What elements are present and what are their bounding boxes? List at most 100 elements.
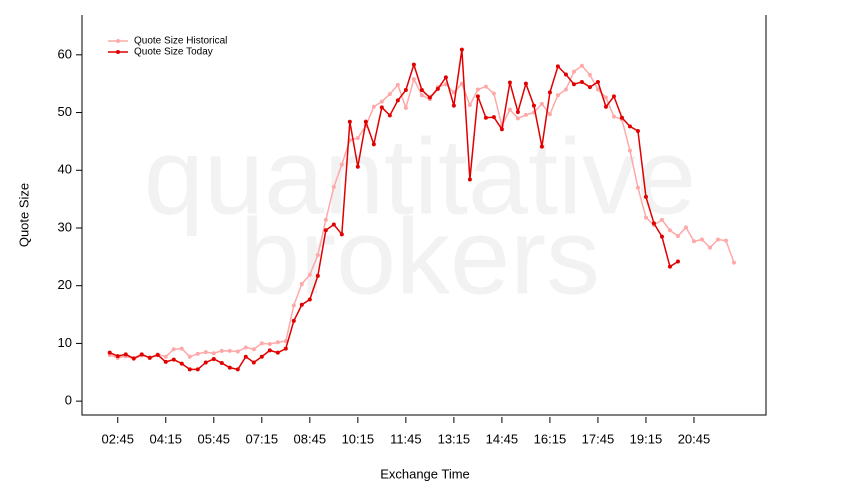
point bbox=[499, 127, 504, 132]
point bbox=[123, 352, 128, 357]
point bbox=[683, 225, 688, 230]
point bbox=[395, 82, 400, 87]
point bbox=[171, 357, 176, 362]
point bbox=[587, 85, 592, 90]
point bbox=[227, 348, 232, 353]
point bbox=[131, 356, 136, 361]
y-tick-label: 10 bbox=[58, 335, 72, 350]
point bbox=[563, 72, 568, 77]
point bbox=[515, 109, 520, 114]
point bbox=[419, 88, 424, 93]
point bbox=[251, 347, 256, 352]
point bbox=[579, 63, 584, 68]
point bbox=[715, 237, 720, 242]
point bbox=[363, 119, 368, 124]
point bbox=[259, 341, 264, 346]
x-tick-label: 11:45 bbox=[390, 431, 422, 446]
x-tick-label: 20:45 bbox=[678, 431, 711, 446]
point bbox=[619, 115, 624, 120]
point bbox=[651, 221, 656, 226]
point bbox=[451, 103, 456, 108]
x-axis-label: Exchange Time bbox=[380, 466, 470, 481]
point bbox=[243, 354, 248, 359]
y-tick-label: 50 bbox=[58, 104, 72, 119]
point bbox=[483, 84, 488, 89]
point bbox=[371, 104, 376, 109]
point bbox=[323, 217, 328, 222]
y-axis-label: Quote Size bbox=[16, 183, 31, 247]
point bbox=[235, 367, 240, 372]
point bbox=[323, 228, 328, 233]
point bbox=[291, 318, 296, 323]
point bbox=[195, 367, 200, 372]
x-tick-label: 17:45 bbox=[582, 431, 615, 446]
x-tick-label: 19:15 bbox=[630, 431, 663, 446]
x-tick-label: 16:15 bbox=[534, 431, 567, 446]
x-tick-label: 02:45 bbox=[101, 431, 134, 446]
watermark: quantitative bbox=[144, 116, 696, 237]
point bbox=[443, 75, 448, 80]
point bbox=[307, 272, 312, 277]
point bbox=[515, 116, 520, 121]
point bbox=[347, 119, 352, 124]
point bbox=[595, 79, 600, 84]
point bbox=[115, 354, 120, 359]
point bbox=[195, 351, 200, 356]
point bbox=[635, 129, 640, 134]
legend-marker bbox=[116, 50, 120, 54]
point bbox=[315, 273, 320, 278]
point bbox=[603, 95, 608, 100]
watermark: brokers bbox=[240, 196, 600, 317]
point bbox=[275, 350, 280, 355]
point bbox=[411, 62, 416, 67]
point bbox=[571, 69, 576, 74]
point bbox=[667, 264, 672, 269]
point bbox=[659, 234, 664, 239]
y-tick-label: 0 bbox=[65, 393, 72, 408]
axes-frame bbox=[81, 15, 767, 416]
point bbox=[219, 361, 224, 366]
point bbox=[259, 354, 264, 359]
point bbox=[723, 238, 728, 243]
point bbox=[203, 350, 208, 355]
point bbox=[187, 354, 192, 359]
point bbox=[507, 80, 512, 85]
x-tick-label: 10:15 bbox=[342, 431, 375, 446]
point bbox=[387, 113, 392, 118]
point bbox=[379, 105, 384, 110]
point bbox=[299, 302, 304, 307]
point bbox=[659, 217, 664, 222]
point bbox=[563, 87, 568, 92]
point bbox=[419, 93, 424, 98]
point bbox=[523, 81, 528, 86]
point bbox=[475, 94, 480, 99]
point bbox=[459, 47, 464, 52]
point bbox=[387, 92, 392, 97]
point bbox=[235, 349, 240, 354]
point bbox=[179, 346, 184, 351]
point bbox=[251, 360, 256, 365]
point bbox=[555, 93, 560, 98]
point bbox=[643, 194, 648, 199]
point bbox=[539, 101, 544, 106]
legend-marker bbox=[116, 39, 120, 43]
point bbox=[299, 281, 304, 286]
point bbox=[699, 237, 704, 242]
point bbox=[691, 239, 696, 244]
x-tick-label: 05:45 bbox=[198, 431, 231, 446]
point bbox=[627, 148, 632, 153]
point bbox=[427, 95, 432, 100]
point bbox=[331, 222, 336, 227]
point bbox=[595, 87, 600, 92]
point bbox=[227, 365, 232, 370]
point bbox=[403, 88, 408, 93]
point bbox=[187, 367, 192, 372]
point bbox=[627, 124, 632, 129]
point bbox=[267, 348, 272, 353]
point bbox=[267, 342, 272, 347]
point bbox=[483, 115, 488, 120]
point bbox=[291, 303, 296, 308]
point bbox=[355, 135, 360, 140]
point bbox=[707, 245, 712, 250]
